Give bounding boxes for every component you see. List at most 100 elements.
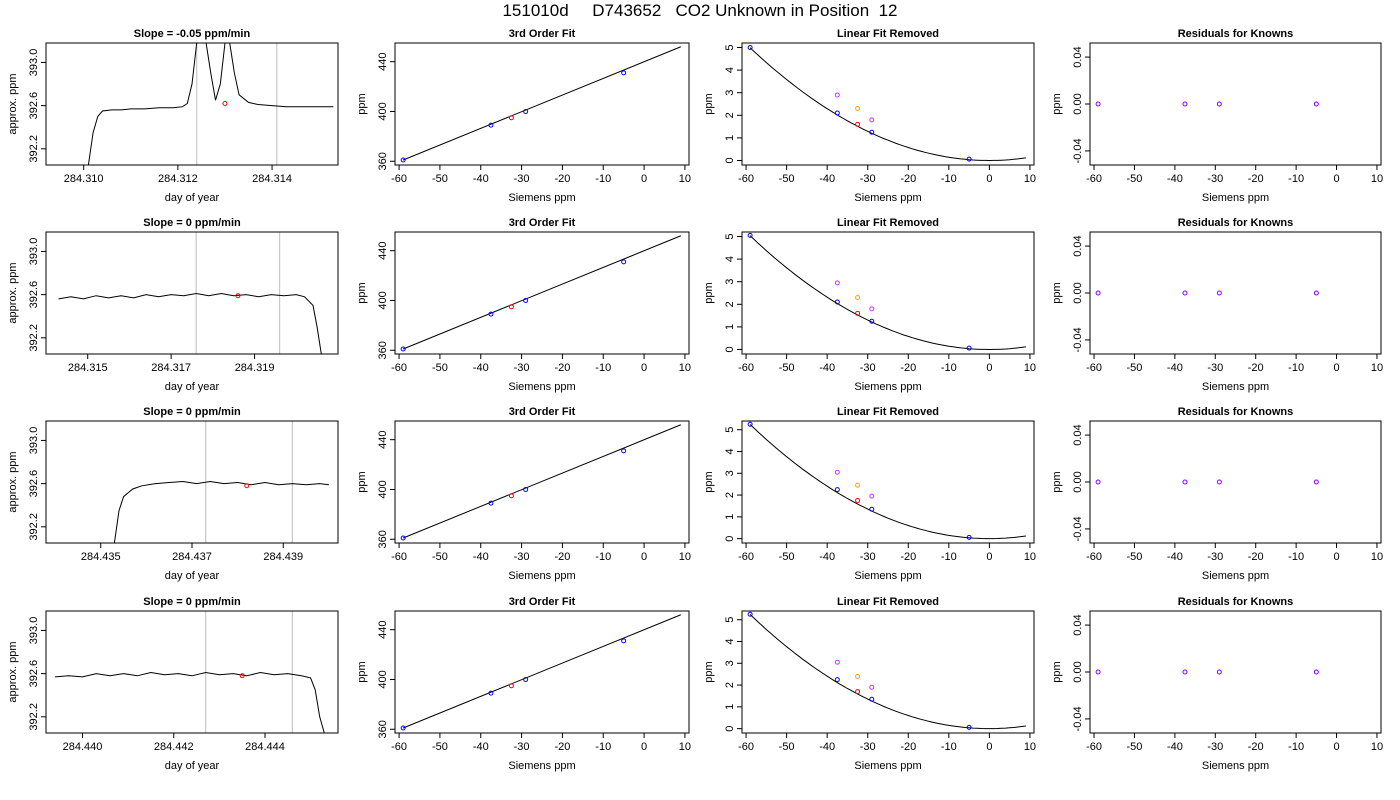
- y-axis-label: approx. ppm: [7, 262, 19, 323]
- x-axis-label: Siemens ppm: [508, 381, 575, 393]
- data-point: [1095, 669, 1101, 675]
- x-tick-label: -50: [1127, 362, 1143, 374]
- y-tick-label: 393.0: [28, 238, 40, 266]
- y-tick-label: 392.6: [28, 92, 40, 120]
- y-axis-label: approx. ppm: [7, 73, 19, 134]
- data-point: [621, 638, 627, 644]
- data-point: [400, 157, 406, 163]
- x-tick-label: -40: [473, 741, 489, 753]
- x-tick-label: 0: [641, 362, 647, 374]
- fit-curve: [749, 424, 1026, 540]
- x-axis-label: Siemens ppm: [1202, 760, 1269, 772]
- data-point: [523, 486, 529, 492]
- plot-area: [400, 424, 682, 541]
- x-tick-label: 10: [679, 362, 691, 374]
- y-axis-label: approx. ppm: [7, 641, 19, 702]
- y-axis-label: ppm: [356, 661, 368, 682]
- x-tick-label: -60: [391, 362, 407, 374]
- chart-panel: Slope = 0 ppm/min 284.435 284.437 284.439 39…: [7, 406, 339, 582]
- plot-frame: [45, 42, 339, 166]
- data-point: [1313, 290, 1319, 296]
- x-tick-label: 284.444: [245, 741, 285, 753]
- x-tick-label: -10: [941, 741, 957, 753]
- x-tick-label: -10: [595, 551, 611, 563]
- y-axis-label: ppm: [1051, 282, 1063, 303]
- plot-area: [747, 232, 1026, 351]
- data-point: [834, 659, 840, 665]
- x-axis-label: day of year: [165, 760, 220, 772]
- y-tick-label: 4: [724, 256, 736, 262]
- chart-panel: Slope = 0 ppm/min 284.440 284.442 284.444 39…: [7, 596, 339, 772]
- data-point: [1095, 290, 1101, 296]
- x-tick-label: -40: [1167, 362, 1183, 374]
- chart-title: Residuals for Knowns: [1178, 28, 1294, 40]
- data-point: [508, 304, 514, 310]
- x-tick-label: -60: [738, 362, 754, 374]
- x-axis-label: day of year: [165, 192, 220, 204]
- x-tick-label: -20: [1248, 551, 1264, 563]
- x-tick-label: -30: [860, 362, 876, 374]
- x-tick-label: -50: [432, 362, 448, 374]
- plot-frame: [741, 231, 1035, 355]
- y-tick-label: 392.2: [28, 703, 40, 731]
- fit-curve: [749, 235, 1026, 351]
- x-axis-label: Siemens ppm: [854, 760, 921, 772]
- y-tick-label: 392.2: [28, 135, 40, 163]
- data-point: [834, 110, 840, 116]
- data-point: [1216, 479, 1222, 485]
- data-point: [244, 483, 250, 489]
- x-tick-label: -40: [819, 551, 835, 563]
- data-point: [966, 345, 972, 351]
- series-line: [113, 480, 329, 543]
- y-tick-label: 0.04: [1072, 614, 1084, 635]
- x-tick-label: 284.437: [172, 551, 212, 563]
- y-tick-label: 4: [724, 67, 736, 73]
- x-axis-label: Siemens ppm: [1202, 192, 1269, 204]
- chart-title: 3rd Order Fit: [509, 596, 576, 608]
- x-tick-label: -40: [473, 173, 489, 185]
- chart-title: Slope = 0 ppm/min: [143, 217, 241, 229]
- chart-panel: Linear Fit Removed -60 -50 -40 -30 -20 -10 0 10 0…: [703, 596, 1036, 772]
- x-tick-label: -60: [391, 173, 407, 185]
- x-tick-label: 0: [641, 551, 647, 563]
- y-tick-label: 360: [377, 530, 389, 548]
- y-tick-label: 1: [724, 704, 736, 710]
- x-tick-label: -20: [900, 362, 916, 374]
- plot-area: [400, 235, 682, 352]
- x-tick-label: -20: [900, 551, 916, 563]
- x-tick-label: 284.317: [151, 362, 191, 374]
- y-tick-label: 2: [724, 492, 736, 498]
- y-tick-label: 0.00: [1072, 282, 1084, 303]
- chart-panel: Slope = 0 ppm/min 284.315 284.317 284.319 39…: [7, 217, 339, 393]
- chart-title: Linear Fit Removed: [837, 217, 939, 229]
- plot-frame: [45, 231, 339, 355]
- chart-title: Linear Fit Removed: [837, 406, 939, 418]
- x-tick-label: -20: [554, 362, 570, 374]
- data-point: [855, 295, 861, 301]
- page-title: 151010d D743652 CO2 Unknown in Position …: [502, 1, 898, 20]
- y-tick-label: -0.04: [1072, 327, 1084, 352]
- y-tick-label: 0.00: [1072, 661, 1084, 682]
- series-line: [58, 292, 322, 354]
- data-point: [869, 117, 875, 123]
- x-tick-label: 10: [1371, 741, 1383, 753]
- x-tick-label: -50: [779, 362, 795, 374]
- y-tick-label: 0: [724, 346, 736, 352]
- x-tick-label: 10: [1024, 741, 1036, 753]
- x-tick-label: -10: [595, 173, 611, 185]
- plot-frame: [394, 231, 690, 355]
- x-tick-label: 10: [679, 173, 691, 185]
- data-point: [1182, 669, 1188, 675]
- x-tick-label: -30: [1207, 741, 1223, 753]
- data-point: [488, 500, 494, 506]
- data-point: [488, 122, 494, 128]
- x-tick-label: 0: [986, 362, 992, 374]
- x-tick-label: -50: [1127, 741, 1143, 753]
- fit-line: [402, 46, 682, 161]
- data-point: [1216, 669, 1222, 675]
- x-tick-label: -50: [779, 741, 795, 753]
- x-tick-label: -40: [1167, 741, 1183, 753]
- x-axis-label: Siemens ppm: [508, 192, 575, 204]
- x-tick-label: -60: [1086, 173, 1102, 185]
- chart-panel: Linear Fit Removed -60 -50 -40 -30 -20 -10 0 10 0…: [703, 28, 1036, 204]
